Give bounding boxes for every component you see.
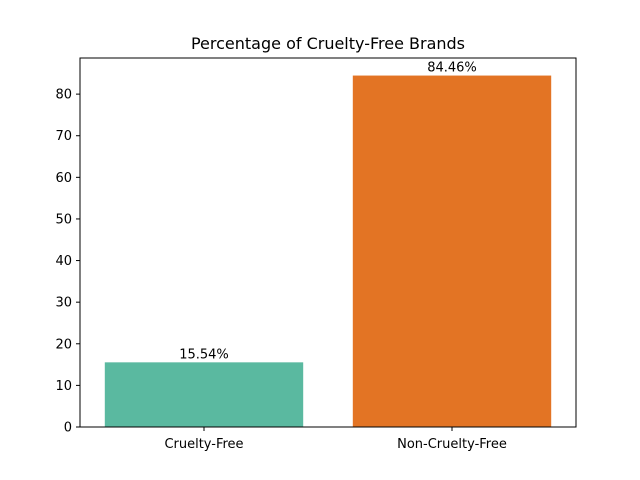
bar-cruelty-free (104, 362, 304, 427)
data-label: 15.54% (179, 347, 229, 362)
y-tick-label: 30 (55, 296, 72, 311)
plot-frame (79, 57, 577, 428)
y-tick-label: 0 (64, 421, 72, 436)
y-tick-label: 50 (55, 212, 72, 227)
y-tick-label: 10 (55, 379, 72, 394)
bars-group (104, 75, 552, 427)
chart-title: Percentage of Cruelty-Free Brands (191, 34, 465, 53)
y-tick-label: 40 (55, 254, 72, 269)
x-tick-label: Cruelty-Free (164, 437, 243, 452)
data-label: 84.46% (427, 61, 477, 76)
data-labels-group: 15.54% 84.46% (179, 61, 477, 363)
y-tick-label: 70 (55, 129, 72, 144)
y-axis: 0 10 20 30 40 50 60 70 80 (55, 88, 80, 436)
y-tick-label: 20 (55, 337, 72, 352)
x-tick-label: Non-Cruelty-Free (397, 437, 507, 452)
x-axis: Cruelty-Free Non-Cruelty-Free (164, 427, 507, 452)
y-tick-label: 60 (55, 171, 72, 186)
y-tick-label: 80 (55, 88, 72, 103)
bar-non-cruelty-free (352, 75, 552, 427)
